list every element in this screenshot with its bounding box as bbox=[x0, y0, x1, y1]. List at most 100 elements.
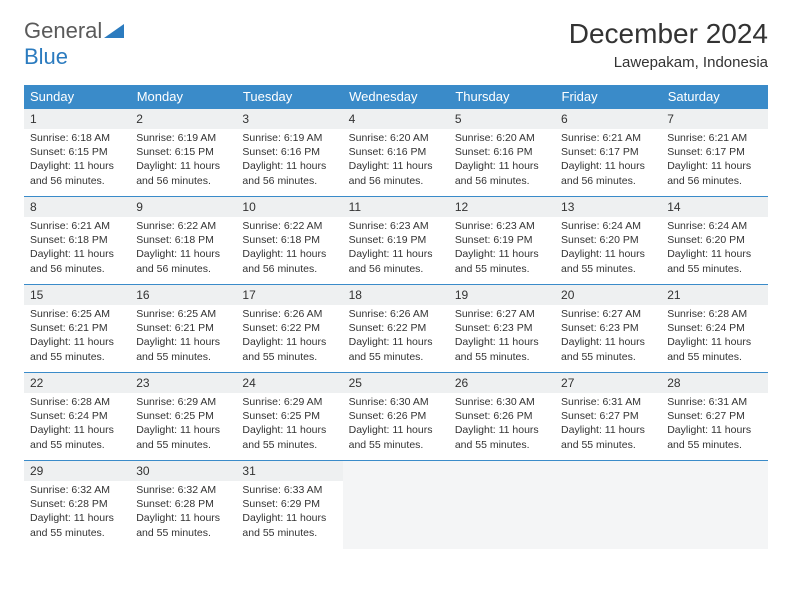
day-number: 15 bbox=[24, 285, 130, 305]
day-content: Sunrise: 6:21 AMSunset: 6:18 PMDaylight:… bbox=[24, 217, 130, 282]
calendar-day-cell: 3Sunrise: 6:19 AMSunset: 6:16 PMDaylight… bbox=[236, 109, 342, 197]
day-content: Sunrise: 6:26 AMSunset: 6:22 PMDaylight:… bbox=[343, 305, 449, 370]
day-number: 28 bbox=[661, 373, 767, 393]
day-number: 8 bbox=[24, 197, 130, 217]
calendar-day-cell: 4Sunrise: 6:20 AMSunset: 6:16 PMDaylight… bbox=[343, 109, 449, 197]
day-content: Sunrise: 6:30 AMSunset: 6:26 PMDaylight:… bbox=[449, 393, 555, 458]
day-content: Sunrise: 6:32 AMSunset: 6:28 PMDaylight:… bbox=[24, 481, 130, 546]
calendar-day-cell: 5Sunrise: 6:20 AMSunset: 6:16 PMDaylight… bbox=[449, 109, 555, 197]
calendar-day-cell bbox=[555, 461, 661, 549]
calendar-day-cell: 29Sunrise: 6:32 AMSunset: 6:28 PMDayligh… bbox=[24, 461, 130, 549]
day-number: 20 bbox=[555, 285, 661, 305]
calendar-day-cell: 7Sunrise: 6:21 AMSunset: 6:17 PMDaylight… bbox=[661, 109, 767, 197]
calendar-day-cell: 11Sunrise: 6:23 AMSunset: 6:19 PMDayligh… bbox=[343, 197, 449, 285]
calendar-week-row: 8Sunrise: 6:21 AMSunset: 6:18 PMDaylight… bbox=[24, 197, 768, 285]
day-number: 2 bbox=[130, 109, 236, 129]
day-header-monday: Monday bbox=[130, 85, 236, 109]
day-number: 29 bbox=[24, 461, 130, 481]
day-number: 22 bbox=[24, 373, 130, 393]
day-number: 21 bbox=[661, 285, 767, 305]
day-content: Sunrise: 6:21 AMSunset: 6:17 PMDaylight:… bbox=[555, 129, 661, 194]
calendar-day-cell: 6Sunrise: 6:21 AMSunset: 6:17 PMDaylight… bbox=[555, 109, 661, 197]
day-number: 17 bbox=[236, 285, 342, 305]
calendar-day-cell: 9Sunrise: 6:22 AMSunset: 6:18 PMDaylight… bbox=[130, 197, 236, 285]
calendar-day-cell: 31Sunrise: 6:33 AMSunset: 6:29 PMDayligh… bbox=[236, 461, 342, 549]
calendar-day-cell: 1Sunrise: 6:18 AMSunset: 6:15 PMDaylight… bbox=[24, 109, 130, 197]
day-number: 9 bbox=[130, 197, 236, 217]
day-number: 6 bbox=[555, 109, 661, 129]
calendar-day-cell: 26Sunrise: 6:30 AMSunset: 6:26 PMDayligh… bbox=[449, 373, 555, 461]
calendar-day-cell bbox=[661, 461, 767, 549]
logo-text-gray: General bbox=[24, 18, 102, 43]
day-number: 11 bbox=[343, 197, 449, 217]
day-number: 12 bbox=[449, 197, 555, 217]
day-content: Sunrise: 6:25 AMSunset: 6:21 PMDaylight:… bbox=[130, 305, 236, 370]
calendar-week-row: 15Sunrise: 6:25 AMSunset: 6:21 PMDayligh… bbox=[24, 285, 768, 373]
calendar-day-cell: 13Sunrise: 6:24 AMSunset: 6:20 PMDayligh… bbox=[555, 197, 661, 285]
calendar-day-cell: 21Sunrise: 6:28 AMSunset: 6:24 PMDayligh… bbox=[661, 285, 767, 373]
day-number: 16 bbox=[130, 285, 236, 305]
day-content: Sunrise: 6:25 AMSunset: 6:21 PMDaylight:… bbox=[24, 305, 130, 370]
day-header-sunday: Sunday bbox=[24, 85, 130, 109]
day-number: 7 bbox=[661, 109, 767, 129]
calendar-day-cell: 8Sunrise: 6:21 AMSunset: 6:18 PMDaylight… bbox=[24, 197, 130, 285]
calendar-day-cell: 23Sunrise: 6:29 AMSunset: 6:25 PMDayligh… bbox=[130, 373, 236, 461]
day-header-thursday: Thursday bbox=[449, 85, 555, 109]
day-number: 19 bbox=[449, 285, 555, 305]
day-number: 10 bbox=[236, 197, 342, 217]
day-number: 1 bbox=[24, 109, 130, 129]
day-content: Sunrise: 6:18 AMSunset: 6:15 PMDaylight:… bbox=[24, 129, 130, 194]
day-content: Sunrise: 6:23 AMSunset: 6:19 PMDaylight:… bbox=[343, 217, 449, 282]
calendar-day-cell: 25Sunrise: 6:30 AMSunset: 6:26 PMDayligh… bbox=[343, 373, 449, 461]
calendar-day-cell bbox=[343, 461, 449, 549]
day-number: 4 bbox=[343, 109, 449, 129]
day-content: Sunrise: 6:24 AMSunset: 6:20 PMDaylight:… bbox=[661, 217, 767, 282]
calendar-header-row: Sunday Monday Tuesday Wednesday Thursday… bbox=[24, 85, 768, 109]
day-content: Sunrise: 6:28 AMSunset: 6:24 PMDaylight:… bbox=[661, 305, 767, 370]
day-header-saturday: Saturday bbox=[661, 85, 767, 109]
day-content: Sunrise: 6:23 AMSunset: 6:19 PMDaylight:… bbox=[449, 217, 555, 282]
calendar-body: 1Sunrise: 6:18 AMSunset: 6:15 PMDaylight… bbox=[24, 109, 768, 549]
day-number: 23 bbox=[130, 373, 236, 393]
day-number: 24 bbox=[236, 373, 342, 393]
day-content: Sunrise: 6:20 AMSunset: 6:16 PMDaylight:… bbox=[343, 129, 449, 194]
day-number: 27 bbox=[555, 373, 661, 393]
day-content: Sunrise: 6:27 AMSunset: 6:23 PMDaylight:… bbox=[449, 305, 555, 370]
day-number: 3 bbox=[236, 109, 342, 129]
calendar-week-row: 22Sunrise: 6:28 AMSunset: 6:24 PMDayligh… bbox=[24, 373, 768, 461]
day-content: Sunrise: 6:24 AMSunset: 6:20 PMDaylight:… bbox=[555, 217, 661, 282]
logo: General Blue bbox=[24, 18, 124, 70]
day-content: Sunrise: 6:30 AMSunset: 6:26 PMDaylight:… bbox=[343, 393, 449, 458]
day-header-friday: Friday bbox=[555, 85, 661, 109]
day-content: Sunrise: 6:29 AMSunset: 6:25 PMDaylight:… bbox=[236, 393, 342, 458]
calendar-week-row: 29Sunrise: 6:32 AMSunset: 6:28 PMDayligh… bbox=[24, 461, 768, 549]
logo-triangle-icon bbox=[104, 24, 124, 38]
day-header-tuesday: Tuesday bbox=[236, 85, 342, 109]
logo-text-blue: Blue bbox=[24, 44, 68, 69]
location-label: Lawepakam, Indonesia bbox=[569, 54, 768, 71]
day-content: Sunrise: 6:19 AMSunset: 6:16 PMDaylight:… bbox=[236, 129, 342, 194]
calendar-day-cell: 27Sunrise: 6:31 AMSunset: 6:27 PMDayligh… bbox=[555, 373, 661, 461]
day-number: 31 bbox=[236, 461, 342, 481]
day-content: Sunrise: 6:21 AMSunset: 6:17 PMDaylight:… bbox=[661, 129, 767, 194]
calendar-week-row: 1Sunrise: 6:18 AMSunset: 6:15 PMDaylight… bbox=[24, 109, 768, 197]
calendar-day-cell: 19Sunrise: 6:27 AMSunset: 6:23 PMDayligh… bbox=[449, 285, 555, 373]
day-number: 26 bbox=[449, 373, 555, 393]
day-content: Sunrise: 6:19 AMSunset: 6:15 PMDaylight:… bbox=[130, 129, 236, 194]
calendar-day-cell: 2Sunrise: 6:19 AMSunset: 6:15 PMDaylight… bbox=[130, 109, 236, 197]
page-header: General Blue December 2024 Lawepakam, In… bbox=[24, 18, 768, 71]
day-content: Sunrise: 6:26 AMSunset: 6:22 PMDaylight:… bbox=[236, 305, 342, 370]
day-content: Sunrise: 6:22 AMSunset: 6:18 PMDaylight:… bbox=[130, 217, 236, 282]
day-content: Sunrise: 6:27 AMSunset: 6:23 PMDaylight:… bbox=[555, 305, 661, 370]
calendar-day-cell bbox=[449, 461, 555, 549]
day-content: Sunrise: 6:28 AMSunset: 6:24 PMDaylight:… bbox=[24, 393, 130, 458]
day-number: 5 bbox=[449, 109, 555, 129]
calendar-table: Sunday Monday Tuesday Wednesday Thursday… bbox=[24, 85, 768, 549]
calendar-day-cell: 15Sunrise: 6:25 AMSunset: 6:21 PMDayligh… bbox=[24, 285, 130, 373]
day-number: 30 bbox=[130, 461, 236, 481]
day-content: Sunrise: 6:31 AMSunset: 6:27 PMDaylight:… bbox=[555, 393, 661, 458]
calendar-day-cell: 12Sunrise: 6:23 AMSunset: 6:19 PMDayligh… bbox=[449, 197, 555, 285]
day-content: Sunrise: 6:31 AMSunset: 6:27 PMDaylight:… bbox=[661, 393, 767, 458]
calendar-day-cell: 20Sunrise: 6:27 AMSunset: 6:23 PMDayligh… bbox=[555, 285, 661, 373]
day-content: Sunrise: 6:32 AMSunset: 6:28 PMDaylight:… bbox=[130, 481, 236, 546]
